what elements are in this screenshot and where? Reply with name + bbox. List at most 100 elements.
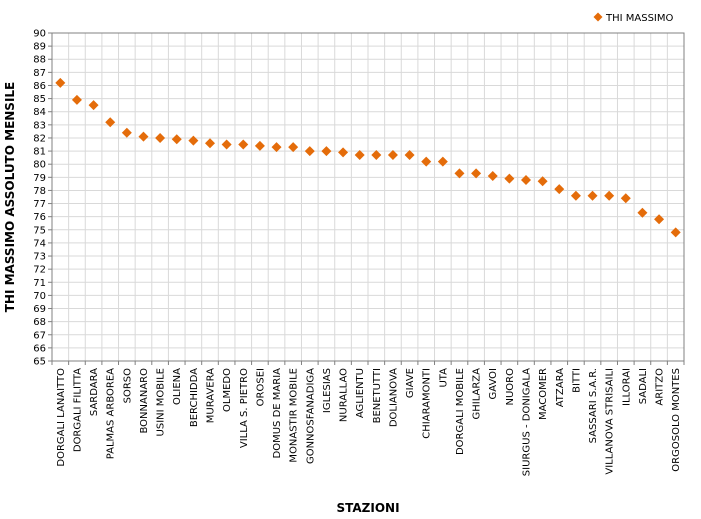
x-tick-label: MACOMER (538, 368, 549, 420)
y-tick-label: 79 (33, 173, 46, 184)
grid (52, 32, 684, 362)
data-point (155, 132, 166, 143)
data-point (321, 146, 332, 157)
x-tick-label: ORGOSOLO MONTES (671, 368, 682, 472)
data-point (171, 134, 182, 145)
x-axis-ticks: DORGALI LANAITTO DORGALI FILITTA SARDARA PA… (51, 361, 685, 476)
legend-label: THI MASSIMO (605, 13, 673, 24)
x-tick-label: NURALLAO (339, 368, 350, 422)
data-point (570, 190, 581, 201)
data-point (471, 168, 482, 179)
x-tick-label: SARDARA (89, 368, 100, 416)
data-point (587, 190, 598, 201)
y-tick-label: 78 (33, 186, 46, 197)
x-tick-label: DOLIANOVA (388, 368, 399, 427)
y-tick-label: 67 (33, 330, 46, 341)
x-tick-label: GONNOSFANADIGA (305, 368, 316, 464)
y-tick-label: 71 (33, 278, 46, 289)
data-point (121, 127, 132, 138)
x-tick-label: IGLESIAS (322, 368, 333, 413)
x-tick-label: ATZARA (555, 368, 566, 407)
y-tick-label: 77 (33, 199, 46, 210)
x-tick-label: MONASTIR MOBILE (289, 368, 300, 463)
y-tick-label: 83 (33, 120, 46, 131)
y-tick-label: 69 (33, 304, 46, 315)
x-tick-label: BENETUTTI (372, 368, 383, 423)
data-point (521, 174, 531, 185)
y-tick-label: 90 (33, 29, 46, 40)
data-point (637, 207, 648, 218)
data-point (254, 140, 265, 151)
x-tick-label: GIAVE (405, 368, 416, 398)
y-tick-label: 66 (33, 343, 46, 354)
y-tick-label: 87 (33, 68, 46, 79)
data-point (138, 131, 149, 142)
data-point (604, 190, 615, 201)
data-point (537, 176, 548, 187)
x-tick-label: USINI MOBILE (156, 368, 167, 436)
data-point (88, 100, 99, 111)
y-tick-label: 76 (33, 212, 46, 223)
x-tick-label: GAVOI (488, 368, 499, 399)
data-point (105, 117, 116, 128)
data-point (271, 142, 282, 153)
y-tick-label: 65 (33, 357, 46, 368)
x-tick-label: OROSEI (255, 368, 266, 406)
legend-marker (593, 12, 603, 22)
x-tick-label: SIURGUS - DONIGALA (522, 368, 533, 476)
x-tick-label: PALMAS ARBOREA (106, 368, 117, 459)
x-tick-label: DOMUS DE MARIA (272, 368, 283, 459)
data-point (354, 150, 365, 161)
y-tick-label: 68 (33, 317, 46, 328)
x-tick-label: OLIENA (172, 368, 183, 405)
x-tick-label: VILLA S. PIETRO (239, 368, 250, 448)
y-tick-label: 86 (33, 81, 46, 92)
y-tick-label: 72 (33, 265, 46, 276)
x-tick-label: BONNANARO (139, 368, 150, 434)
data-point (554, 184, 565, 195)
y-tick-label: 80 (33, 160, 46, 171)
x-tick-label: UTA (438, 368, 449, 388)
x-tick-label: BITTI (571, 368, 582, 393)
data-point (288, 142, 299, 153)
y-tick-label: 75 (33, 225, 46, 236)
x-tick-label: NUORO (505, 368, 516, 406)
y-tick-label: 89 (33, 42, 46, 53)
y-axis-ticks: 65 66 67 68 69 70 71 72 73 74 75 76 77 78 79 80 81 82 83 84… (33, 29, 52, 368)
data-point (404, 150, 415, 161)
x-axis-title: STAZIONI (336, 501, 399, 515)
data-point (487, 171, 498, 182)
x-tick-label: ILLORAI (621, 368, 632, 406)
x-tick-label: MURAVERA (206, 368, 217, 423)
x-tick-label: SORSO (122, 368, 133, 404)
x-tick-label: GHILARZA (472, 368, 483, 420)
x-tick-label: CHIARAMONTI (422, 368, 433, 439)
data-point (371, 150, 382, 161)
x-tick-label: OLMEDO (222, 368, 233, 412)
data-point (437, 156, 448, 167)
y-tick-label: 82 (33, 133, 46, 144)
data-point (454, 168, 465, 179)
x-tick-label: DORGALI MOBILE (455, 368, 466, 455)
y-tick-label: 70 (33, 291, 46, 302)
data-point (620, 193, 631, 204)
y-tick-label: 85 (33, 94, 46, 105)
data-point (188, 135, 199, 146)
x-tick-label: BERCHIDDA (189, 368, 200, 427)
y-tick-label: 73 (33, 252, 46, 263)
data-point (654, 214, 665, 225)
data-point (71, 94, 82, 105)
y-tick-label: 84 (33, 107, 46, 118)
x-tick-label: DORGALI LANAITTO (56, 368, 67, 467)
data-point (338, 147, 349, 158)
data-point (304, 146, 315, 157)
x-tick-label: DORGALI FILITTA (72, 368, 83, 452)
data-point (55, 77, 66, 88)
x-tick-label: VILLANOVA STRISAILI (605, 368, 616, 475)
data-points (55, 77, 681, 238)
y-tick-label: 81 (33, 147, 46, 158)
x-tick-label: AGLIENTU (355, 368, 366, 418)
data-point (221, 139, 232, 150)
